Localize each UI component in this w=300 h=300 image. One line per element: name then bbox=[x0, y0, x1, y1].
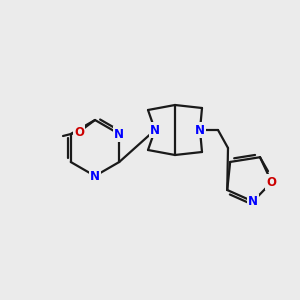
Text: N: N bbox=[248, 195, 258, 208]
Text: O: O bbox=[74, 125, 84, 139]
Text: N: N bbox=[150, 124, 160, 136]
Text: N: N bbox=[90, 169, 100, 182]
Text: N: N bbox=[195, 124, 205, 136]
Text: O: O bbox=[267, 176, 277, 189]
Text: N: N bbox=[114, 128, 124, 140]
